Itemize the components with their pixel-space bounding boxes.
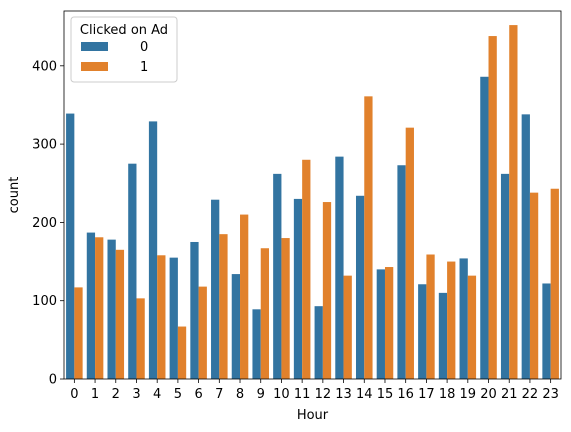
bar-hour-10-series-0	[273, 173, 282, 379]
y-tick-label: 400	[32, 59, 57, 74]
bar-hour-4-series-0	[148, 121, 158, 380]
axes-layer	[63, 10, 562, 380]
legend-label-0: 0	[140, 40, 148, 55]
bar-hour-21-series-1	[509, 25, 518, 380]
x-tick-label: 20	[480, 387, 497, 402]
bar-hour-15-series-0	[376, 269, 385, 379]
y-tick-label: 200	[32, 216, 57, 231]
bar-hour-9-series-1	[260, 248, 270, 379]
x-tick-label: 23	[542, 387, 559, 402]
bar-hour-20-series-0	[480, 76, 489, 380]
x-tick-label: 15	[377, 387, 394, 402]
x-tick-label: 7	[215, 387, 223, 402]
bar-hour-19-series-0	[459, 258, 468, 379]
bar-hour-3-series-0	[128, 163, 137, 379]
bar-hour-18-series-1	[447, 261, 456, 379]
legend-title: Clicked on Ad	[80, 23, 168, 38]
x-tick-label: 11	[294, 387, 311, 402]
bar-hour-0-series-0	[66, 113, 75, 379]
x-tick-label: 12	[315, 387, 332, 402]
bar-hour-12-series-1	[322, 202, 332, 379]
bar-hour-2-series-0	[107, 239, 116, 379]
legend-swatch-1	[81, 62, 108, 71]
x-tick-label: 19	[460, 387, 477, 402]
bar-hour-14-series-1	[364, 96, 373, 379]
x-axis-label: Hour	[297, 408, 329, 423]
x-tick-label: 0	[70, 387, 78, 402]
legend-swatch-0	[81, 42, 108, 51]
bar-hour-12-series-0	[314, 306, 323, 379]
x-tick-label: 17	[418, 387, 435, 402]
plot-frame	[63, 10, 562, 380]
y-ticks: 0 100 200 300 400	[32, 59, 64, 388]
x-tick-label: 3	[132, 387, 140, 402]
bar-hour-13-series-0	[335, 156, 344, 379]
bar-hour-14-series-0	[355, 195, 365, 379]
y-axis-label: count	[7, 177, 22, 214]
bar-hour-5-series-1	[177, 326, 187, 379]
bar-hour-21-series-0	[500, 173, 510, 379]
bar-hour-22-series-0	[521, 114, 530, 379]
x-tick-label: 21	[501, 387, 518, 402]
bar-hour-23-series-1	[550, 188, 559, 379]
bar-hour-0-series-1	[74, 287, 83, 379]
bar-hour-11-series-0	[293, 198, 303, 379]
bar-hour-9-series-0	[252, 309, 261, 379]
bar-hour-16-series-0	[397, 165, 406, 379]
bar-hour-19-series-1	[467, 275, 477, 379]
x-tick-label: 4	[153, 387, 161, 402]
x-tick-label: 10	[273, 387, 290, 402]
x-tick-label: 13	[335, 387, 352, 402]
x-tick-label: 1	[91, 387, 99, 402]
x-tick-label: 18	[439, 387, 456, 402]
bar-hour-13-series-1	[343, 275, 352, 379]
x-tick-label: 8	[236, 387, 244, 402]
x-tick-label: 5	[174, 387, 182, 402]
y-tick-label: 0	[49, 373, 57, 388]
bar-hour-22-series-1	[529, 192, 539, 379]
bar-hour-8-series-0	[231, 274, 241, 379]
x-tick-label: 6	[194, 387, 202, 402]
bar-hour-18-series-0	[438, 292, 448, 379]
y-tick-label: 100	[32, 294, 57, 309]
y-tick-label: 300	[32, 138, 57, 153]
x-tick-label: 14	[356, 387, 373, 402]
legend: Clicked on Ad 0 1	[70, 16, 178, 83]
bar-hour-6-series-0	[190, 241, 199, 379]
bar-hour-15-series-1	[384, 267, 394, 379]
x-tick-label: 22	[522, 387, 539, 402]
bar-hour-1-series-1	[95, 237, 104, 379]
bar-hour-4-series-1	[157, 255, 166, 379]
x-tick-label: 2	[112, 387, 120, 402]
bar-hour-6-series-1	[198, 286, 207, 379]
bar-hour-17-series-1	[426, 254, 435, 379]
bars-layer	[66, 25, 559, 380]
bar-hour-5-series-0	[169, 257, 178, 379]
bar-hour-10-series-1	[281, 238, 290, 379]
x-tick-label: 9	[257, 387, 265, 402]
x-tick-label: 16	[397, 387, 414, 402]
bar-hour-7-series-0	[211, 199, 220, 379]
bar-hour-17-series-0	[418, 284, 427, 379]
bar-hour-20-series-1	[488, 36, 497, 380]
bar-hour-8-series-1	[240, 214, 249, 379]
bar-hour-11-series-1	[302, 159, 311, 379]
legend-label-1: 1	[140, 60, 148, 75]
bar-hour-16-series-1	[405, 127, 414, 379]
bar-hour-23-series-0	[542, 283, 551, 379]
bar-hour-1-series-0	[86, 232, 96, 379]
bar-hour-7-series-1	[219, 234, 228, 379]
bar-hour-2-series-1	[115, 249, 125, 379]
x-ticks: 0 1 2 3 4 5 6 7 8 9 10 11 12 13 14 15 16 17 18 19 20 21 22 23	[70, 379, 559, 402]
bar-hour-3-series-1	[136, 298, 145, 379]
